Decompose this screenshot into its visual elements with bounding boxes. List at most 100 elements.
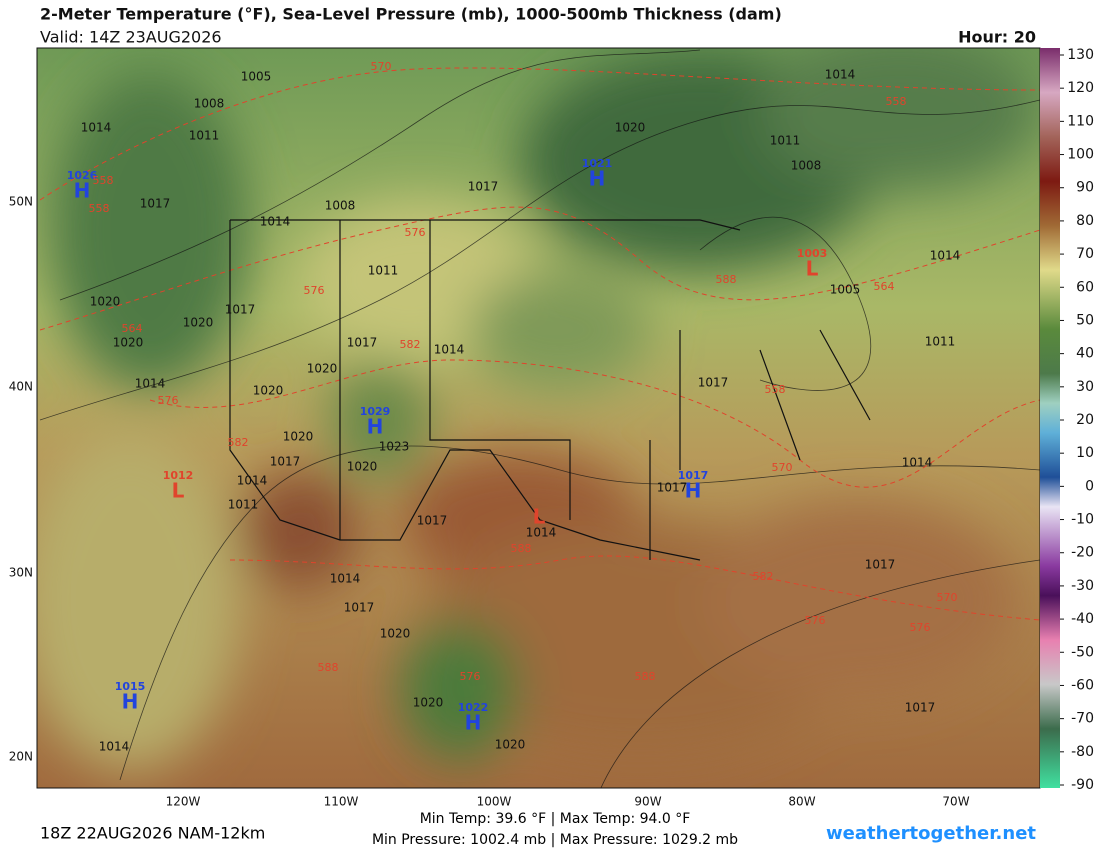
pressure-center-value: 1026 bbox=[67, 169, 98, 182]
isobar-label: 1008 bbox=[791, 159, 822, 173]
isobar-label: 1014 bbox=[135, 377, 166, 391]
isobar-label: 1011 bbox=[770, 134, 801, 148]
valid-time: Valid: 14Z 23AUG2026 bbox=[40, 28, 222, 47]
isobar-label: 1014 bbox=[81, 121, 112, 135]
lat-label: 50N bbox=[9, 195, 33, 209]
pressure-center-letter: H bbox=[685, 479, 702, 503]
isobar-label: 1020 bbox=[380, 627, 411, 641]
isobar-label: 1014 bbox=[930, 249, 961, 263]
isobar-label: 1020 bbox=[90, 295, 121, 309]
pressure-range: Min Pressure: 1002.4 mb | Max Pressure: … bbox=[372, 832, 738, 848]
lat-label: 40N bbox=[9, 380, 33, 394]
colorbar-label: -20 bbox=[1071, 545, 1094, 561]
thickness-label: 582 bbox=[400, 338, 421, 351]
thickness-label: 564 bbox=[874, 280, 895, 293]
colorbar-label: 80 bbox=[1076, 213, 1094, 229]
pressure-center-letter: H bbox=[122, 690, 139, 714]
pressure-center-value: 1003 bbox=[797, 247, 828, 260]
isobar-label: 1014 bbox=[825, 68, 856, 82]
pressure-center-letter: L bbox=[533, 505, 546, 529]
thickness-label: 570 bbox=[772, 461, 793, 474]
thickness-label: 576 bbox=[910, 621, 931, 634]
colorbar-label: 100 bbox=[1067, 147, 1094, 163]
colorbar-label: -30 bbox=[1071, 578, 1094, 594]
isobar-label: 1017 bbox=[865, 558, 896, 572]
pressure-center-value: 1029 bbox=[360, 405, 391, 418]
colorbar-label: -10 bbox=[1071, 512, 1094, 528]
thickness-label: 588 bbox=[635, 670, 656, 683]
pressure-center-letter: H bbox=[589, 167, 606, 191]
thickness-label: 570 bbox=[937, 591, 958, 604]
pressure-center-letter: H bbox=[74, 179, 91, 203]
thickness-label: 576 bbox=[405, 226, 426, 239]
thickness-label: 558 bbox=[89, 202, 110, 215]
isobar-label: 1005 bbox=[830, 283, 861, 297]
isobar-label: 1017 bbox=[698, 376, 729, 390]
thickness-label: 576 bbox=[304, 284, 325, 297]
colorbar bbox=[1040, 48, 1060, 788]
thickness-label: 576 bbox=[158, 394, 179, 407]
isobar-label: 1014 bbox=[434, 343, 465, 357]
isobar-label: 1014 bbox=[902, 456, 933, 470]
colorbar-label: 110 bbox=[1067, 113, 1094, 129]
forecast-hour: Hour: 20 bbox=[958, 28, 1036, 47]
thickness-label: 558 bbox=[765, 383, 786, 396]
isobar-label: 1020 bbox=[347, 460, 378, 474]
thickness-label: 576 bbox=[460, 670, 481, 683]
isobar-label: 1017 bbox=[468, 180, 499, 194]
pressure-center-letter: L bbox=[806, 257, 819, 281]
thickness-label: 564 bbox=[122, 322, 143, 335]
pressure-center-value: 1022 bbox=[458, 701, 489, 714]
colorbar-label: -90 bbox=[1071, 777, 1094, 793]
isobar-label: 1014 bbox=[99, 740, 130, 754]
colorbar-label: 130 bbox=[1067, 47, 1094, 63]
thickness-label: 588 bbox=[318, 661, 339, 674]
colorbar-label: 60 bbox=[1076, 279, 1094, 295]
thickness-label: 558 bbox=[886, 95, 907, 108]
thickness-label: 588 bbox=[716, 273, 737, 286]
isobar-label: 1008 bbox=[194, 97, 225, 111]
isobar-label: 1020 bbox=[615, 121, 646, 135]
thickness-label: 588 bbox=[511, 542, 532, 555]
title: 2-Meter Temperature (°F), Sea-Level Pres… bbox=[40, 5, 782, 24]
isobar-label: 1011 bbox=[925, 335, 956, 349]
lon-label: 70W bbox=[942, 795, 969, 809]
temp-range: Min Temp: 39.6 °F | Max Temp: 94.0 °F bbox=[420, 811, 691, 827]
thickness-label: 582 bbox=[228, 436, 249, 449]
colorbar-label: 0 bbox=[1085, 478, 1094, 494]
site-link[interactable]: weathertogether.net bbox=[826, 823, 1036, 844]
thickness-label: 558 bbox=[93, 174, 114, 187]
isobar-label: 1011 bbox=[189, 129, 220, 143]
isobar-label: 1014 bbox=[260, 215, 291, 229]
isobar-label: 1017 bbox=[225, 303, 256, 317]
colorbar-label: -70 bbox=[1071, 711, 1094, 727]
colorbar-label: 40 bbox=[1076, 346, 1094, 362]
colorbar-label: -80 bbox=[1071, 744, 1094, 760]
thickness-label: 576 bbox=[805, 614, 826, 627]
isobar-label: 1020 bbox=[113, 336, 144, 350]
colorbar-label: -50 bbox=[1071, 644, 1094, 660]
isobar-label: 1020 bbox=[283, 430, 314, 444]
isobar-label: 1017 bbox=[270, 455, 301, 469]
isobar-label: 1020 bbox=[253, 384, 284, 398]
model-run: 18Z 22AUG2026 NAM-12km bbox=[40, 824, 265, 843]
pressure-center-value: 1017 bbox=[678, 469, 709, 482]
colorbar-label: 90 bbox=[1076, 180, 1094, 196]
pressure-center-letter: H bbox=[465, 711, 482, 735]
isobar-label: 1017 bbox=[344, 601, 375, 615]
pressure-center-letter: H bbox=[367, 415, 384, 439]
lon-label: 110W bbox=[324, 795, 359, 809]
pressure-center-value: 1012 bbox=[163, 469, 194, 482]
colorbar-label: 70 bbox=[1076, 246, 1094, 262]
isobar-label: 1020 bbox=[413, 696, 444, 710]
lon-label: 90W bbox=[634, 795, 661, 809]
lat-label: 20N bbox=[9, 750, 33, 764]
borders bbox=[229, 219, 871, 561]
isobar-label: 1014 bbox=[330, 572, 361, 586]
isobar-label: 1014 bbox=[526, 526, 557, 540]
lon-label: 120W bbox=[166, 795, 201, 809]
thickness-label: 570 bbox=[371, 60, 392, 73]
isobar-label: 1017 bbox=[347, 336, 378, 350]
lon-label: 100W bbox=[477, 795, 512, 809]
lat-label: 30N bbox=[9, 566, 33, 580]
